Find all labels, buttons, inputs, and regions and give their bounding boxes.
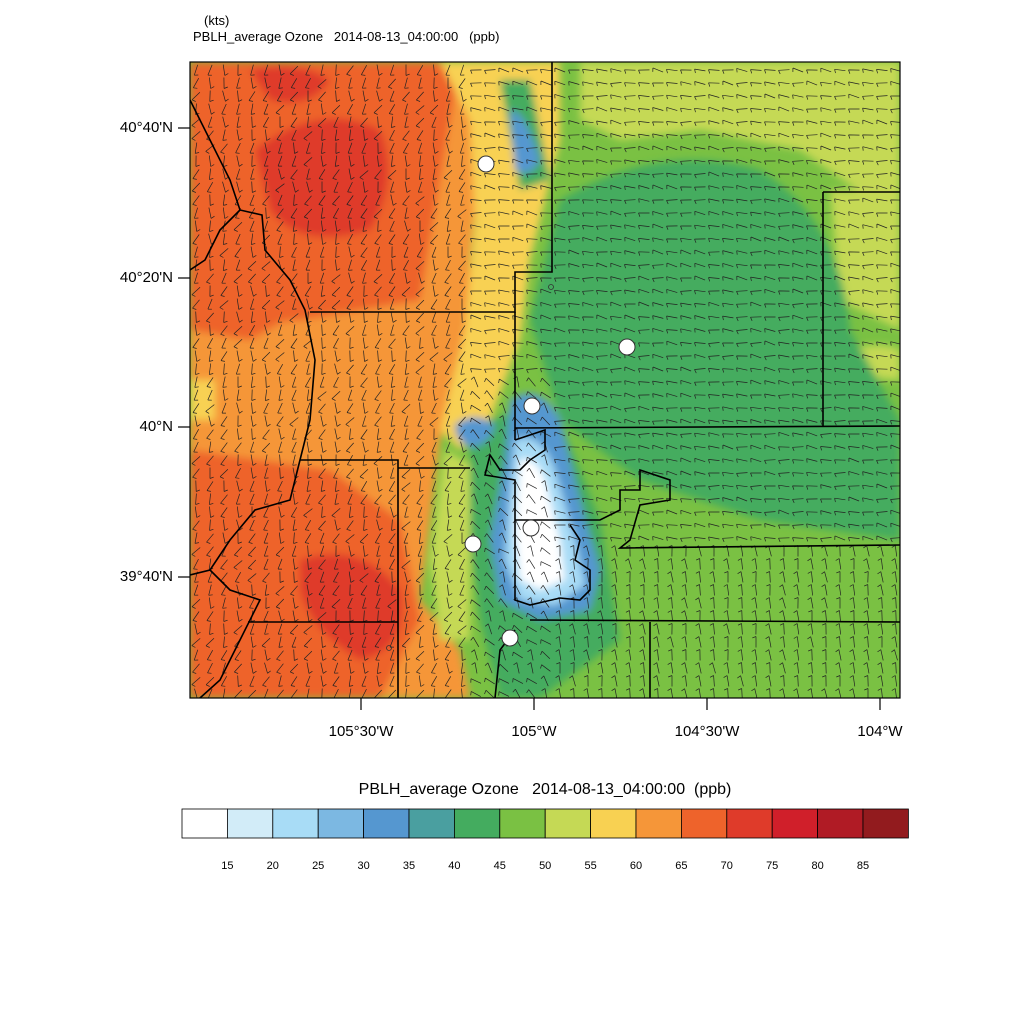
colorbar: [181, 808, 909, 839]
colorbar-box: [181, 808, 228, 839]
lat-label: 40°40'N: [119, 119, 173, 136]
station-marker: [618, 338, 636, 356]
lat-label: 40°N: [139, 418, 173, 435]
lon-label: 105°W: [511, 723, 557, 740]
colorbar-level: 80: [811, 860, 824, 872]
lon-label: 104°W: [857, 723, 903, 740]
station-marker-small: [548, 284, 554, 290]
colorbar-box: [453, 808, 501, 839]
colorbar-box: [226, 808, 274, 839]
lon-label: 105°30'W: [328, 723, 394, 740]
colorbar-box: [272, 808, 319, 839]
colorbar-level: 55: [584, 860, 597, 872]
units-label: (kts): [204, 13, 230, 28]
colorbar-box: [771, 808, 819, 839]
station-marker: [501, 629, 519, 647]
colorbar-box: [408, 808, 455, 839]
colorbar-level: 40: [448, 860, 461, 872]
colorbar-box: [635, 808, 682, 839]
plot-frame: [189, 61, 901, 699]
colorbar-level: 30: [357, 860, 370, 872]
station-marker: [464, 535, 482, 553]
colorbar-box: [590, 808, 637, 839]
colorbar-box: [499, 808, 546, 839]
colorbar-level: 60: [629, 860, 643, 872]
colorbar-level: 65: [675, 860, 688, 872]
colorbar-level: 25: [312, 860, 325, 872]
colorbar-level: 20: [266, 860, 279, 872]
ozone-field: [190, 62, 900, 698]
station-marker: [522, 519, 540, 537]
colorbar-box: [544, 808, 592, 839]
colorbar-box: [862, 808, 909, 839]
station-marker: [523, 397, 541, 415]
colorbar-level: 15: [221, 860, 234, 872]
map-subtitle: PBLH_average Ozone 2014-08-13_04:00:00 (…: [193, 29, 500, 44]
lat-label: 39°40'N: [119, 568, 173, 585]
county-boundaries: [190, 62, 900, 698]
colorbar-level: 70: [720, 860, 733, 872]
colorbar-title: PBLH_average Ozone 2014-08-13_04:00:00 (…: [358, 781, 732, 798]
station-marker-small: [386, 645, 392, 651]
colorbar-level: 35: [402, 860, 416, 872]
lat-label: 40°20'N: [119, 269, 173, 286]
colorbar-box: [681, 808, 728, 839]
station-marker: [477, 155, 495, 173]
wind-barbs: [191, 64, 900, 698]
axis-ticks: [178, 127, 881, 710]
colorbar-box: [317, 808, 365, 839]
colorbar-level: 45: [493, 860, 506, 872]
colorbar-level: 50: [539, 860, 552, 872]
colorbar-box: [726, 808, 773, 839]
colorbar-level: 85: [856, 860, 870, 872]
colorbar-box: [817, 808, 864, 839]
colorbar-level: 75: [766, 860, 779, 872]
colorbar-box: [363, 808, 410, 839]
lon-label: 104°30'W: [674, 723, 740, 740]
monitoring-stations: [464, 155, 636, 647]
